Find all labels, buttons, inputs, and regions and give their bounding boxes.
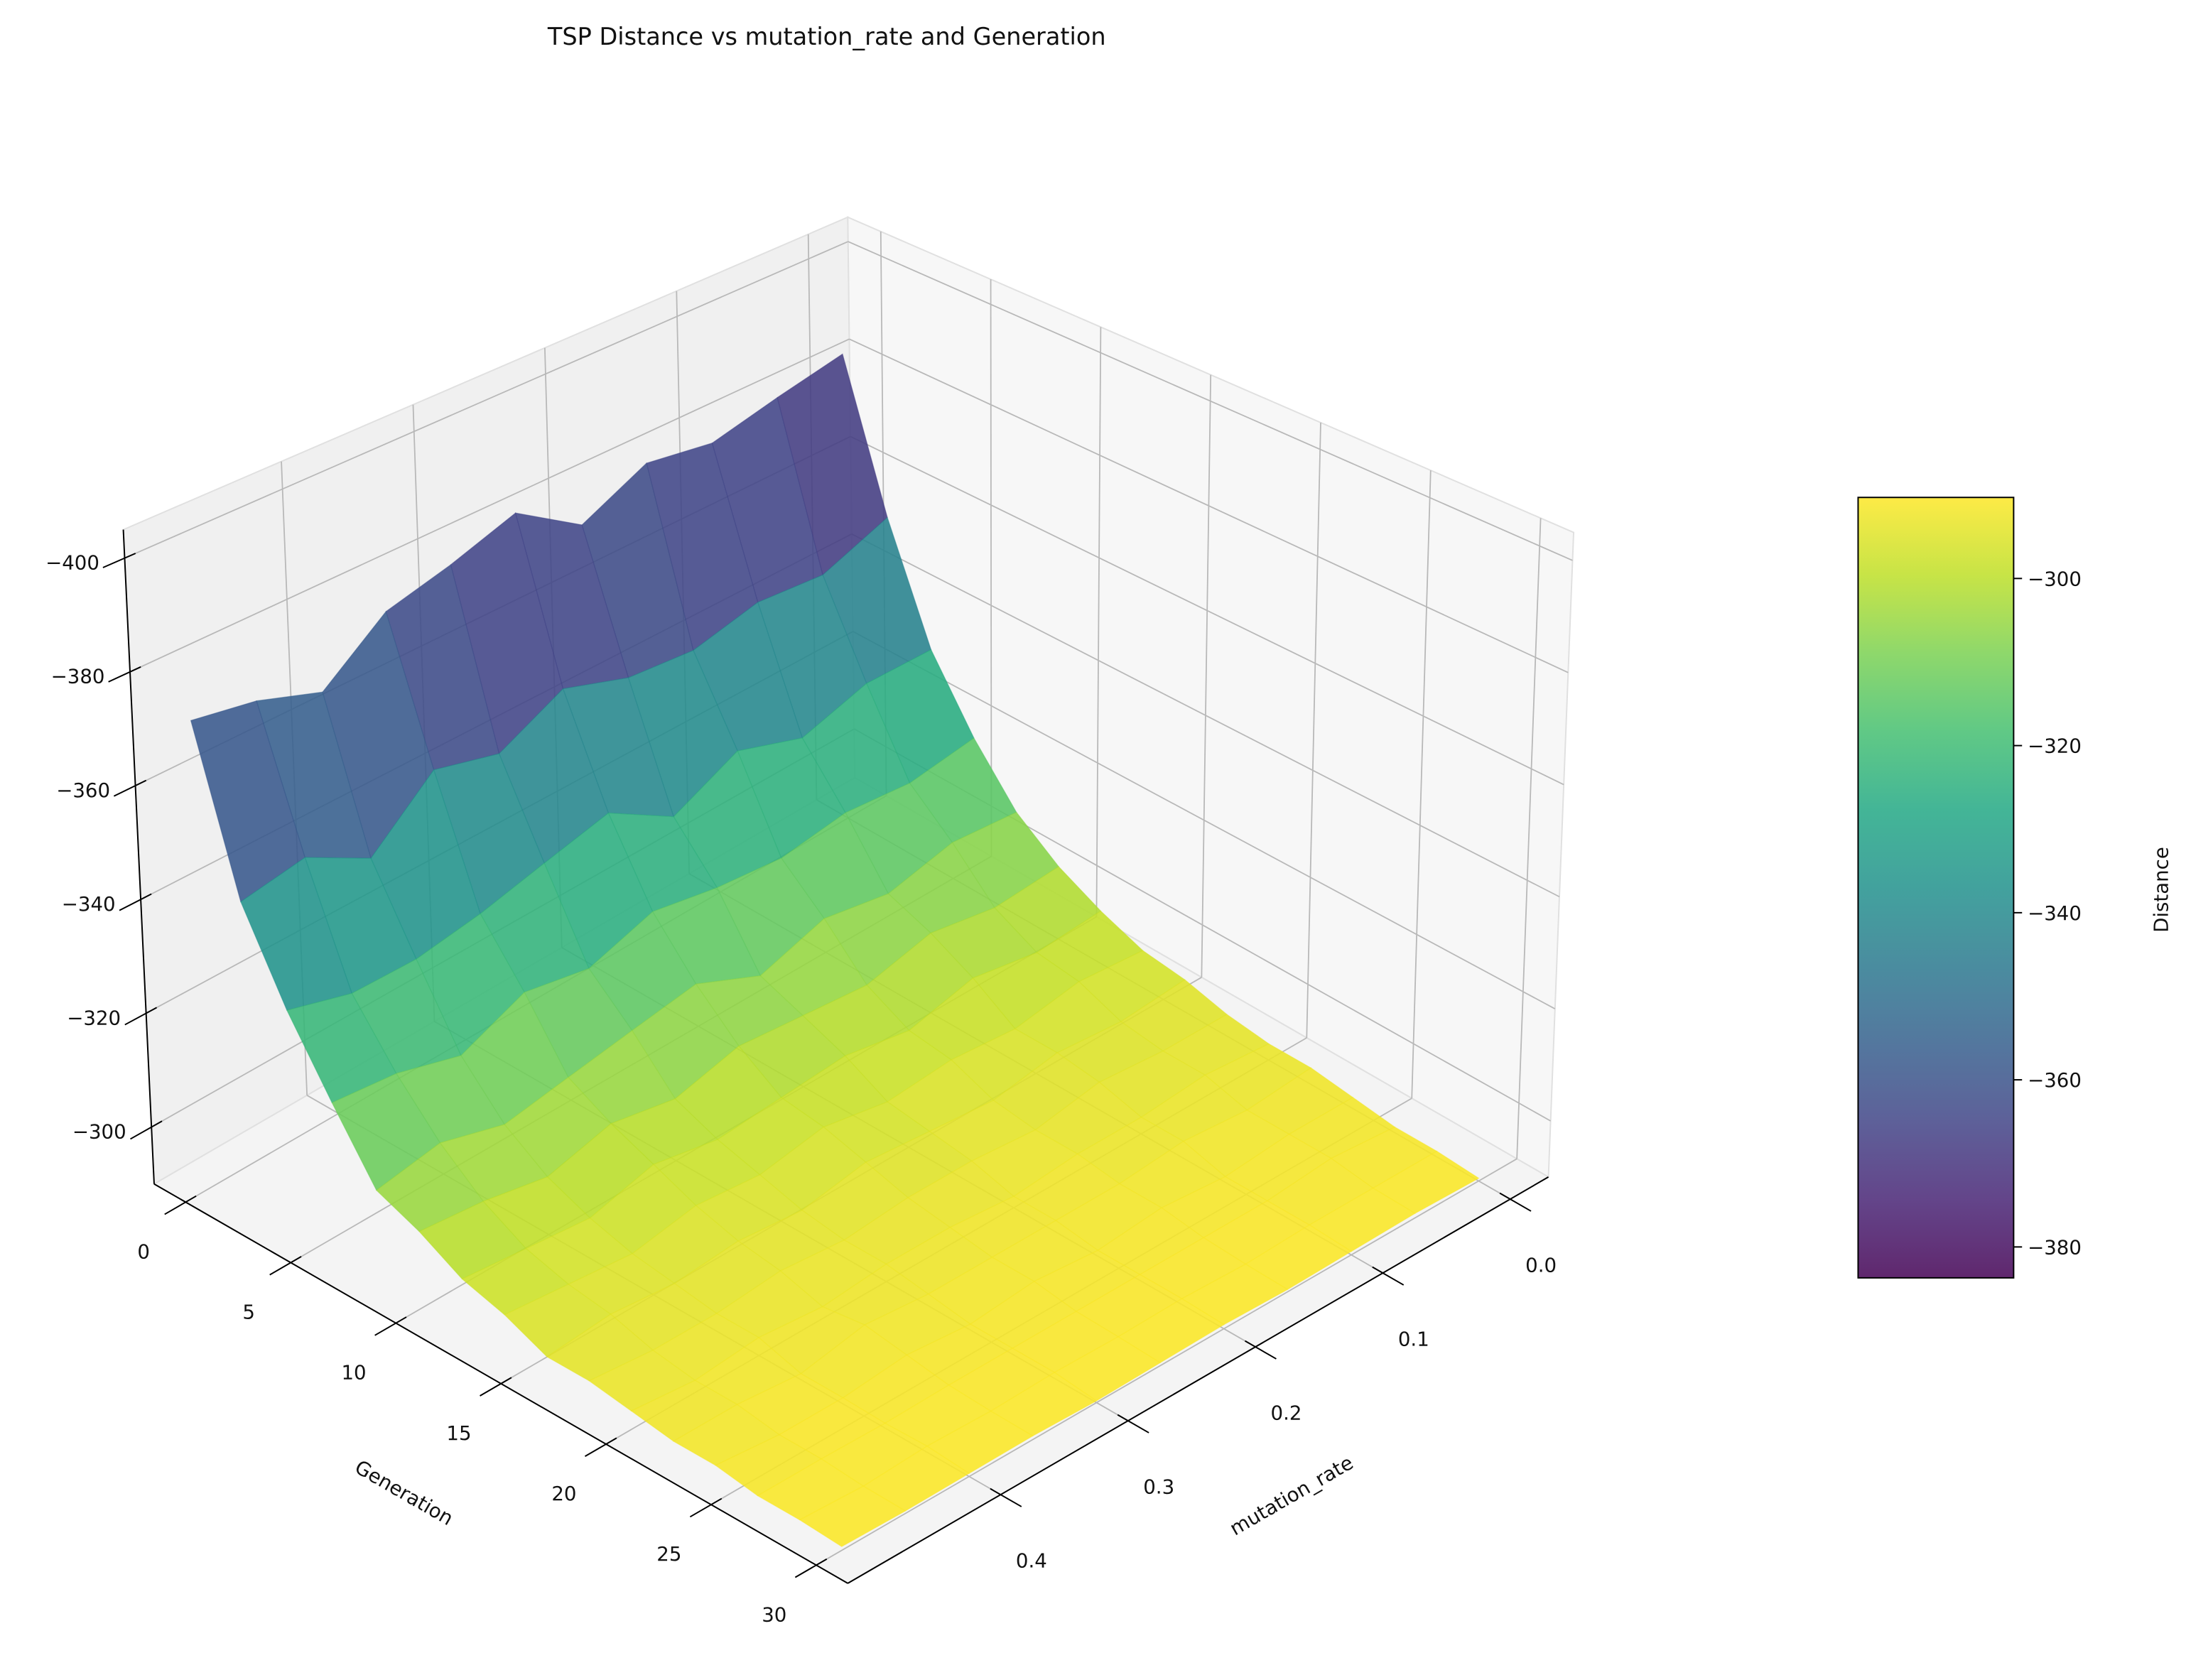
axis-line: [847, 1176, 1549, 1584]
y-tick-label: 25: [656, 1542, 681, 1566]
y-tick: [269, 1256, 302, 1276]
grid-line: [1201, 374, 1212, 977]
grid-line: [124, 241, 849, 559]
x-tick: [1499, 1192, 1532, 1212]
x-tick-label: 0.4: [1016, 1549, 1047, 1573]
colorbar-tick-label: −320: [2028, 735, 2082, 758]
z-tick: [102, 553, 136, 568]
x-tick: [1244, 1340, 1277, 1360]
z-tick: [113, 779, 147, 797]
z-tick: [108, 666, 141, 683]
z-tick-label: −380: [51, 665, 105, 688]
colorbar-tick-label: −340: [2028, 901, 2082, 925]
y-tick-label: 5: [242, 1300, 255, 1323]
y-tick: [374, 1316, 407, 1336]
grid-line: [1516, 518, 1542, 1159]
grid-line: [849, 338, 1569, 673]
y-tick: [794, 1558, 828, 1578]
grid-line: [850, 435, 1564, 786]
x-tick-label: 0.2: [1271, 1402, 1302, 1425]
z-tick-label: −400: [45, 551, 99, 575]
y-tick: [480, 1377, 512, 1397]
z-tick-label: −320: [67, 1006, 121, 1029]
grid-line: [851, 533, 1560, 898]
x-tick: [1117, 1414, 1149, 1434]
z-tick-label: −360: [56, 779, 110, 802]
y-tick: [584, 1437, 617, 1457]
colorbar-label: Distance: [2149, 847, 2173, 933]
y-tick-label: 20: [551, 1482, 576, 1505]
colorbar: [1857, 497, 2015, 1279]
grid-line: [129, 338, 850, 673]
x-tick-label: 0.3: [1143, 1475, 1174, 1499]
z-tick: [124, 1007, 158, 1026]
y-tick: [689, 1497, 723, 1518]
chart-title: TSP Distance vs mutation_rate and Genera…: [547, 23, 1106, 50]
colorbar-tick-label: −360: [2028, 1068, 2082, 1092]
grid-line: [990, 279, 992, 857]
z-tick-label: −300: [72, 1120, 126, 1144]
grid-line: [848, 241, 1573, 561]
colorbar-tick-label: −300: [2028, 567, 2082, 590]
x-tick: [990, 1487, 1022, 1507]
surface-cell: [799, 1485, 907, 1547]
y-tick: [164, 1195, 197, 1215]
x-tick: [1372, 1266, 1405, 1286]
x-tick-label: 0.1: [1398, 1328, 1429, 1351]
z-tick: [119, 893, 152, 911]
y-tick-label: 0: [137, 1240, 150, 1263]
grid-line: [816, 1158, 1517, 1566]
x-tick-label: 0.0: [1525, 1254, 1557, 1277]
grid-line: [1095, 327, 1102, 917]
grid-line: [1306, 422, 1321, 1038]
y-tick-label: 30: [762, 1603, 786, 1626]
axis-line: [122, 529, 155, 1184]
z-tick: [130, 1120, 163, 1140]
colorbar-tick-label: −380: [2028, 1235, 2082, 1259]
grid-line: [853, 631, 1556, 1009]
y-tick-label: 10: [341, 1361, 366, 1384]
y-tick-label: 15: [446, 1421, 471, 1445]
grid-line: [1411, 470, 1432, 1099]
z-tick-label: −340: [62, 892, 116, 916]
